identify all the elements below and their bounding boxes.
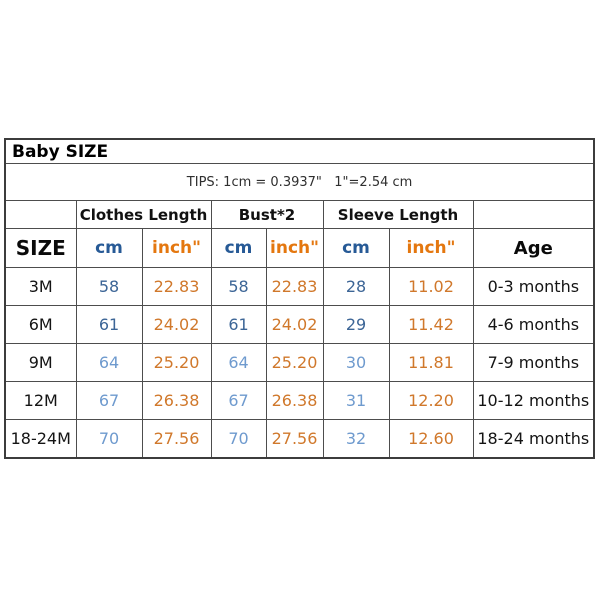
col-header-sleeve-cm: cm bbox=[322, 228, 390, 268]
clothes-inch-cell: 27.56 bbox=[141, 419, 212, 459]
tips-row: TIPS: 1cm = 0.3937" 1"=2.54 cm bbox=[4, 163, 595, 201]
sleeve-cm-cell: 31 bbox=[322, 381, 390, 420]
sleeve-inch-cell: 12.20 bbox=[388, 381, 474, 420]
col-group-clothes-length: Clothes Length bbox=[75, 200, 212, 229]
col-header-size: SIZE bbox=[4, 228, 77, 268]
clothes-cm-cell: 61 bbox=[75, 305, 143, 344]
table-row-6m: 6M 61 24.02 61 24.02 29 11.42 4-6 months bbox=[4, 305, 595, 344]
size-cell: 12M bbox=[4, 381, 77, 420]
col-header-age: Age bbox=[472, 228, 595, 268]
age-cell: 18-24 months bbox=[472, 419, 595, 459]
age-cell: 0-3 months bbox=[472, 267, 595, 306]
clothes-cm-cell: 70 bbox=[75, 419, 143, 459]
col-group-sleeve-length: Sleeve Length bbox=[322, 200, 474, 229]
col-header-bust-cm: cm bbox=[210, 228, 267, 268]
bust-cm-cell: 58 bbox=[210, 267, 267, 306]
bust-cm-cell: 70 bbox=[210, 419, 267, 459]
age-cell: 10-12 months bbox=[472, 381, 595, 420]
sleeve-inch-cell: 11.81 bbox=[388, 343, 474, 382]
clothes-inch-cell: 24.02 bbox=[141, 305, 212, 344]
bust-cm-cell: 61 bbox=[210, 305, 267, 344]
table-row-9m: 9M 64 25.20 64 25.20 30 11.81 7-9 months bbox=[4, 343, 595, 382]
table-row-3m: 3M 58 22.83 58 22.83 28 11.02 0-3 months bbox=[4, 267, 595, 306]
age-cell: 7-9 months bbox=[472, 343, 595, 382]
bust-cm-cell: 64 bbox=[210, 343, 267, 382]
clothes-inch-cell: 25.20 bbox=[141, 343, 212, 382]
sleeve-cm-cell: 32 bbox=[322, 419, 390, 459]
col-header-clothes-inch: inch" bbox=[141, 228, 212, 268]
bust-inch-cell: 24.02 bbox=[265, 305, 324, 344]
bust-inch-cell: 26.38 bbox=[265, 381, 324, 420]
bust-inch-cell: 22.83 bbox=[265, 267, 324, 306]
col-header-clothes-cm: cm bbox=[75, 228, 143, 268]
clothes-inch-cell: 22.83 bbox=[141, 267, 212, 306]
title-row: Baby SIZE bbox=[4, 138, 595, 164]
empty-corner-cell bbox=[472, 200, 595, 229]
table-title: Baby SIZE bbox=[4, 138, 595, 164]
sub-header-row: SIZE cm inch" cm inch" cm inch" Age bbox=[4, 228, 595, 268]
sleeve-inch-cell: 12.60 bbox=[388, 419, 474, 459]
col-group-bust: Bust*2 bbox=[210, 200, 324, 229]
age-cell: 4-6 months bbox=[472, 305, 595, 344]
baby-size-table: Baby SIZE TIPS: 1cm = 0.3937" 1"=2.54 cm… bbox=[4, 138, 596, 459]
group-header-row: Clothes Length Bust*2 Sleeve Length bbox=[4, 200, 595, 229]
clothes-cm-cell: 67 bbox=[75, 381, 143, 420]
sleeve-cm-cell: 29 bbox=[322, 305, 390, 344]
size-cell: 3M bbox=[4, 267, 77, 306]
size-cell: 18-24M bbox=[4, 419, 77, 459]
conversion-tip: TIPS: 1cm = 0.3937" 1"=2.54 cm bbox=[4, 163, 595, 201]
clothes-cm-cell: 58 bbox=[75, 267, 143, 306]
bust-inch-cell: 25.20 bbox=[265, 343, 324, 382]
sleeve-cm-cell: 30 bbox=[322, 343, 390, 382]
col-header-sleeve-inch: inch" bbox=[388, 228, 474, 268]
size-cell: 9M bbox=[4, 343, 77, 382]
sleeve-inch-cell: 11.42 bbox=[388, 305, 474, 344]
clothes-cm-cell: 64 bbox=[75, 343, 143, 382]
sleeve-cm-cell: 28 bbox=[322, 267, 390, 306]
size-cell: 6M bbox=[4, 305, 77, 344]
col-header-bust-inch: inch" bbox=[265, 228, 324, 268]
clothes-inch-cell: 26.38 bbox=[141, 381, 212, 420]
table-row-18-24m: 18-24M 70 27.56 70 27.56 32 12.60 18-24 … bbox=[4, 419, 595, 459]
bust-cm-cell: 67 bbox=[210, 381, 267, 420]
empty-corner-cell bbox=[4, 200, 77, 229]
table-row-12m: 12M 67 26.38 67 26.38 31 12.20 10-12 mon… bbox=[4, 381, 595, 420]
sleeve-inch-cell: 11.02 bbox=[388, 267, 474, 306]
bust-inch-cell: 27.56 bbox=[265, 419, 324, 459]
